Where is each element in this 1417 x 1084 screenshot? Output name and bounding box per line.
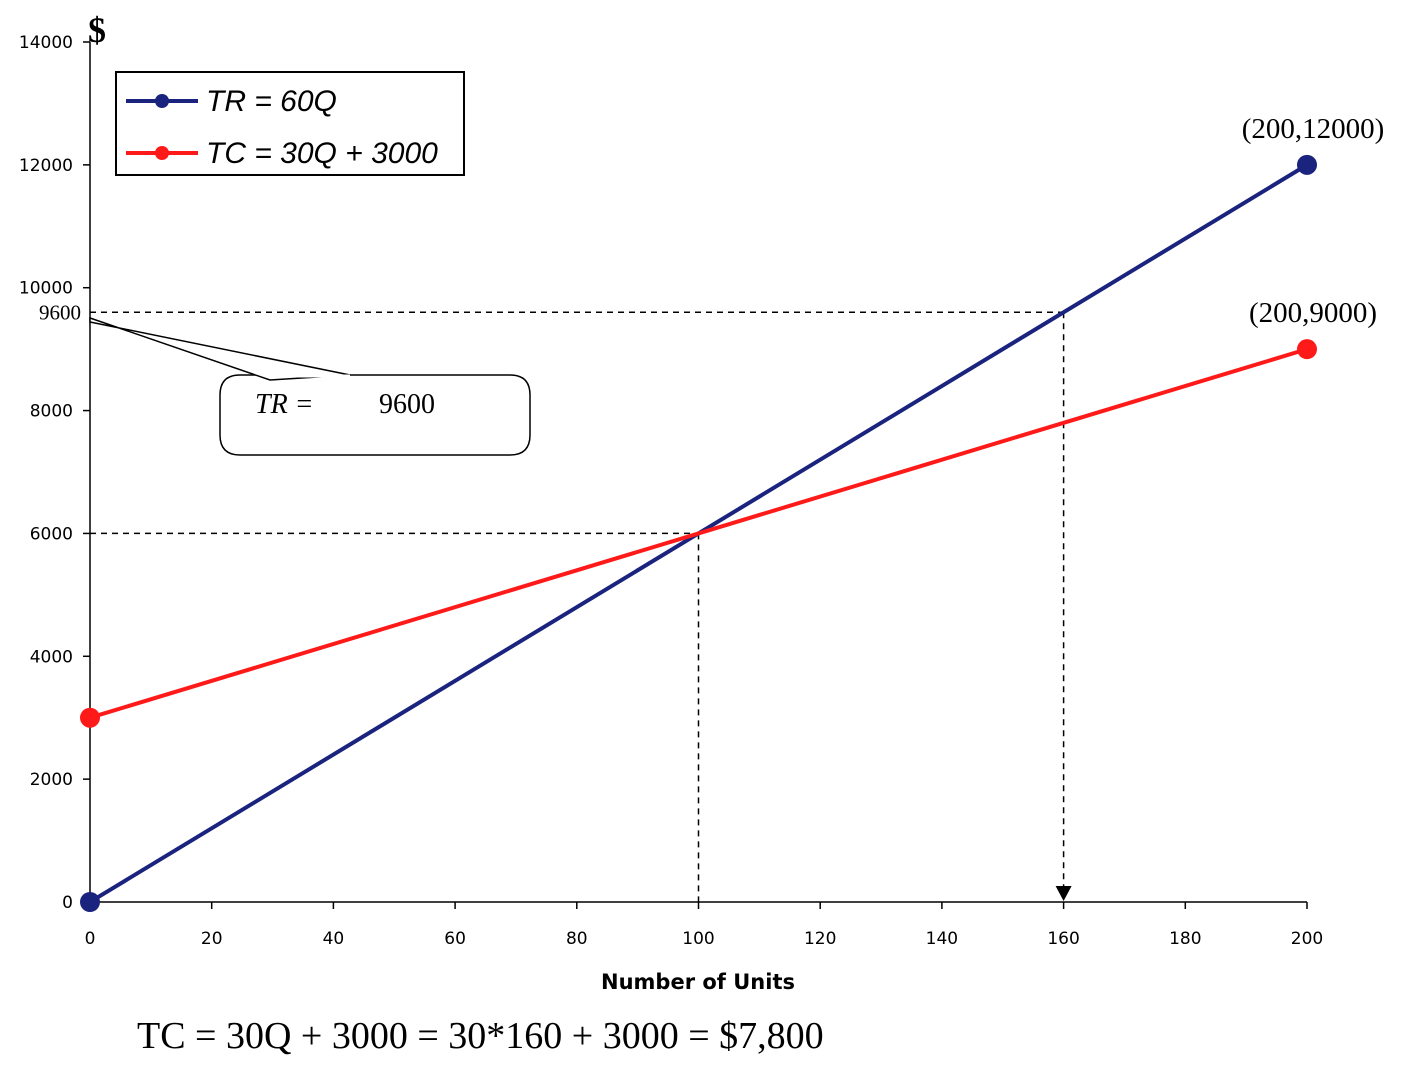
y-tick-label: 8000	[30, 402, 73, 422]
data-point	[1297, 154, 1317, 175]
legend-label-tr: TR = 60Q	[206, 85, 337, 118]
callout: TR = 9600	[89, 316, 531, 456]
data-point	[80, 707, 100, 728]
data-point	[1297, 339, 1317, 360]
y-tick-label: 4000	[30, 647, 73, 667]
x-tick-label: 140	[926, 929, 958, 949]
point-label: (200,9000)	[1249, 297, 1377, 329]
legend-marker-tc	[155, 146, 169, 160]
y-tick-label: 10000	[19, 279, 73, 299]
x-tick-label: 80	[566, 929, 588, 949]
data-point	[80, 892, 100, 912]
legend-label-tc: TC = 30Q + 3000	[206, 137, 438, 170]
x-tick-label: 60	[444, 929, 466, 949]
x-tick-label: 20	[201, 929, 223, 949]
callout-text-left: TR =	[255, 389, 314, 420]
y-tick-label: 0	[62, 893, 73, 913]
y-tick-label: 14000	[19, 33, 73, 53]
x-tick-label: 0	[85, 929, 96, 949]
x-tick-label: 40	[323, 929, 345, 949]
x-tick-label: 100	[682, 929, 714, 949]
y-tick-label: 6000	[30, 524, 73, 544]
y-tick-label: 2000	[30, 770, 73, 790]
x-tick-label: 180	[1169, 929, 1201, 949]
x-tick-label: 200	[1291, 929, 1323, 949]
x-axis-title: Number of Units	[601, 970, 795, 994]
y-tick-label: 12000	[19, 156, 73, 176]
x-tick-label: 160	[1047, 929, 1079, 949]
arrow-head	[1055, 886, 1072, 901]
y-axis-title: $	[88, 10, 106, 50]
series-line-tc	[89, 347, 1308, 720]
legend-marker-tr	[155, 94, 169, 108]
legend: TR = 60Q TC = 30Q + 3000	[115, 71, 465, 176]
callout-text-right: 9600	[379, 389, 435, 420]
callout-pointer	[89, 316, 351, 381]
y-tick-label-extra: 9600	[39, 300, 81, 324]
footer-equation: TC = 30Q + 3000 = 30*160 + 3000 = $7,800	[137, 1015, 824, 1057]
point-label: (200,12000)	[1242, 113, 1385, 145]
x-tick-label: 120	[804, 929, 836, 949]
legend-box	[115, 71, 465, 176]
